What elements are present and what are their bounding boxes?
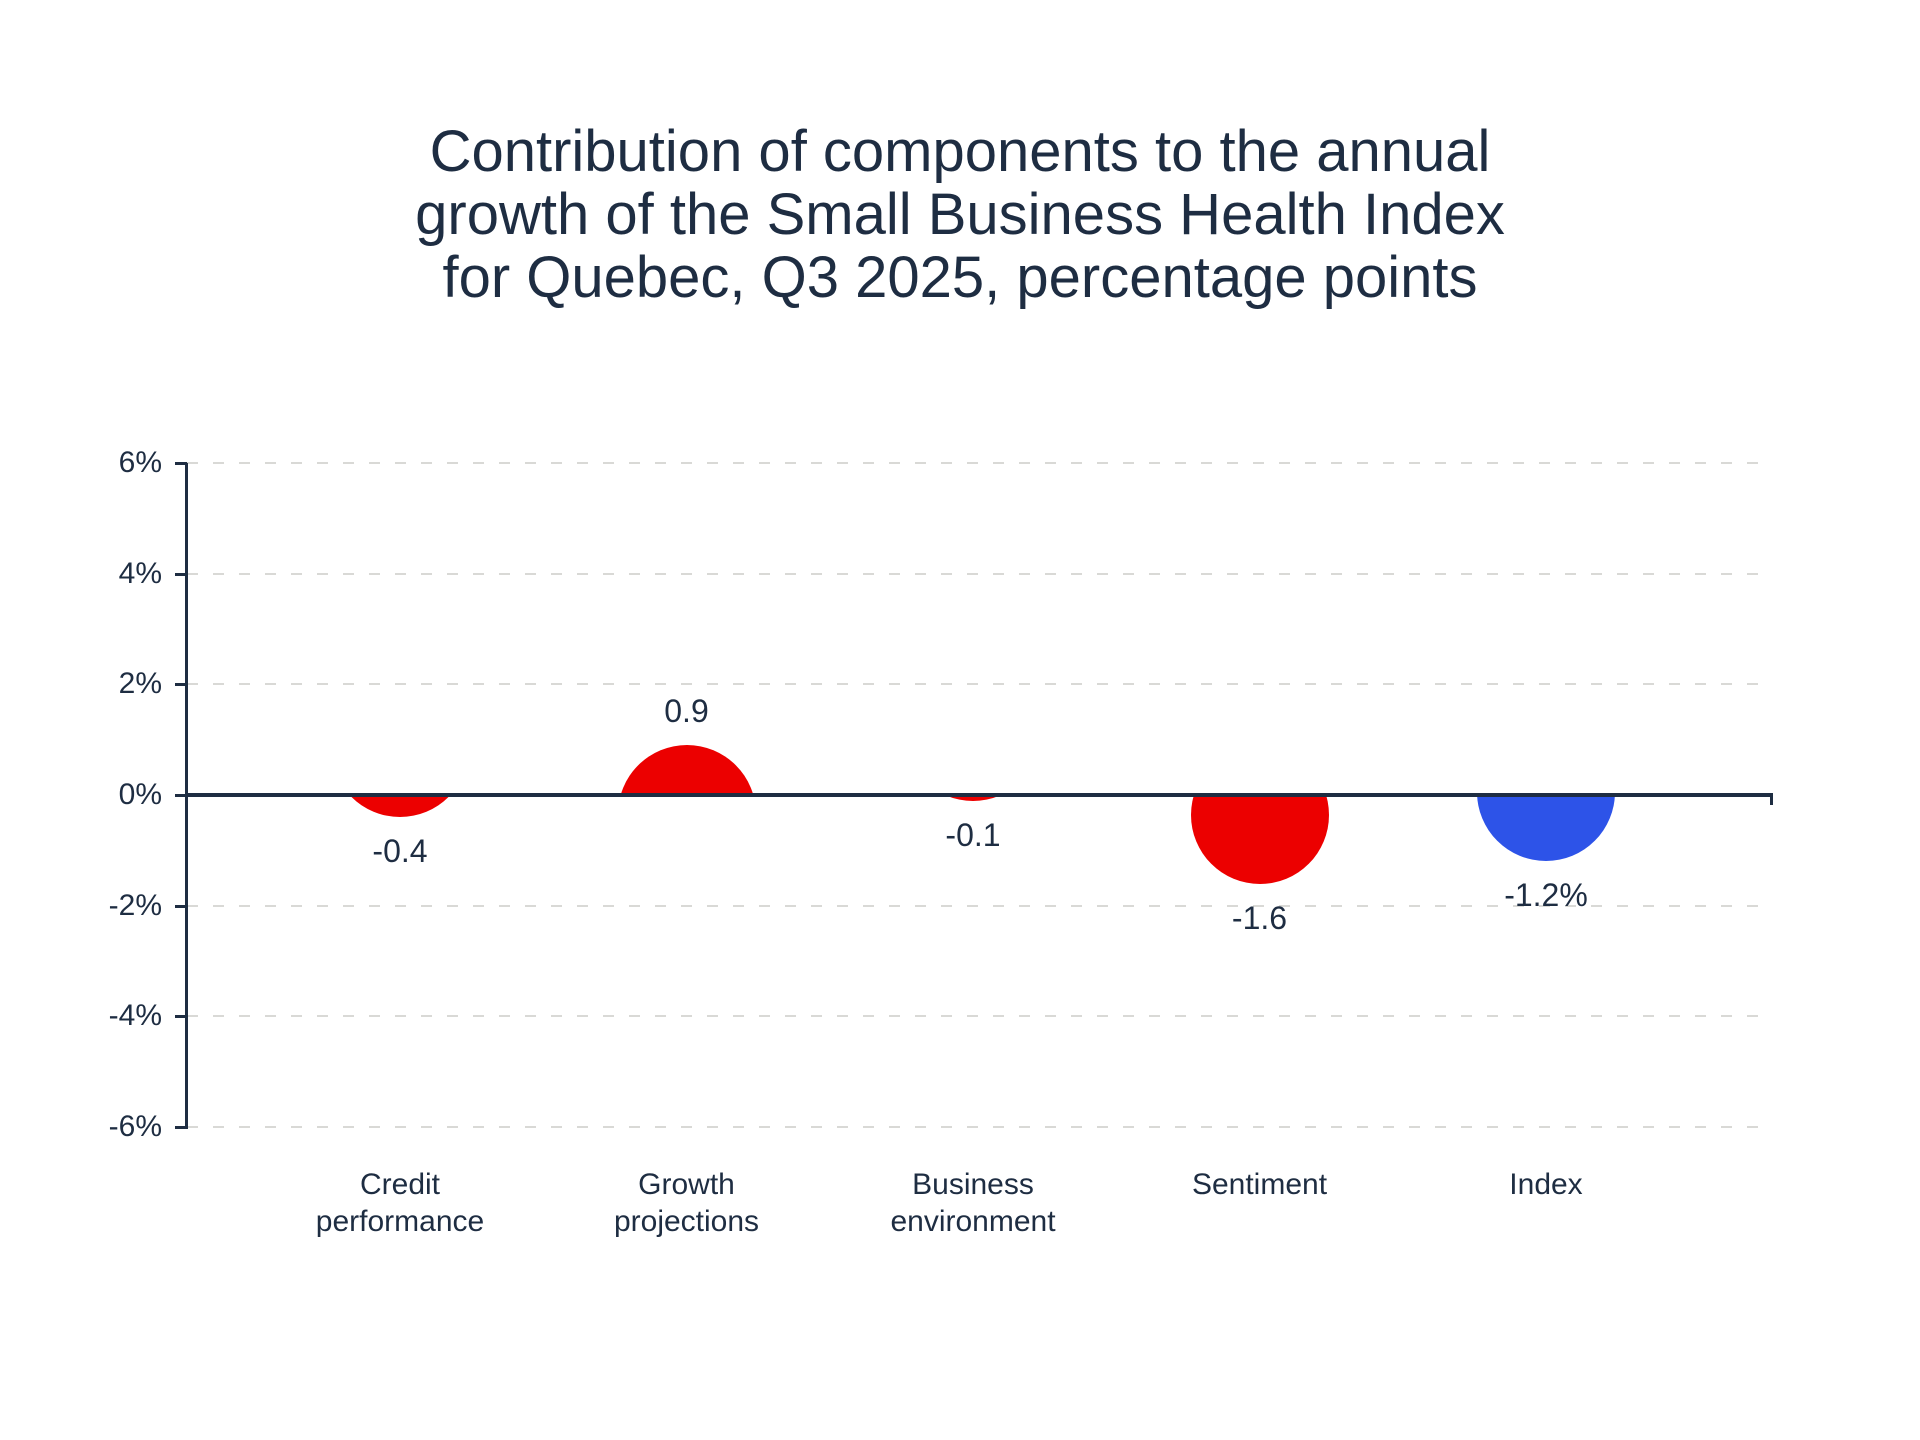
gridline-6pct bbox=[187, 462, 1773, 464]
y-tick-2pct bbox=[175, 683, 187, 687]
bubble-business-environment bbox=[904, 795, 1042, 801]
data-label-sentiment: -1.6 bbox=[1231, 899, 1288, 936]
y-tick-label--4pct: -4% bbox=[108, 999, 162, 1033]
category-label-growth-projections: Growth projections bbox=[527, 1166, 847, 1240]
zero-line bbox=[187, 793, 1773, 797]
category-label-business-environment: Business environment bbox=[813, 1166, 1133, 1240]
category-label-index-line-1: Index bbox=[1509, 1168, 1583, 1201]
zero-line-end-tick bbox=[1770, 795, 1773, 805]
chart-title: Contribution of components to the annual… bbox=[0, 120, 1920, 309]
chart-title-line-2: growth of the Small Business Health Inde… bbox=[415, 182, 1505, 247]
bubble-clip-growth-projections bbox=[617, 657, 756, 795]
gridline--4pct bbox=[187, 1015, 1773, 1018]
y-tick--2pct bbox=[175, 904, 187, 908]
category-label-credit-performance-line-2: performance bbox=[315, 1205, 485, 1238]
y-tick--4pct bbox=[175, 1015, 187, 1019]
y-tick-label--6pct: -6% bbox=[108, 1110, 162, 1143]
data-label-business-environment: -0.1 bbox=[945, 816, 1001, 853]
data-label-credit-performance: -0.4 bbox=[372, 833, 428, 870]
y-tick-label-0pct: 0% bbox=[118, 778, 162, 811]
bubble-clip-credit-performance bbox=[331, 795, 469, 933]
category-label-credit-performance-line-1: Credit bbox=[359, 1168, 441, 1201]
bubble-clip-index bbox=[1477, 795, 1615, 933]
y-tick-label-2pct: 2% bbox=[118, 667, 162, 701]
bubble-growth-projections bbox=[617, 745, 756, 795]
bubble-index bbox=[1477, 795, 1615, 862]
y-tick-0pct bbox=[175, 794, 187, 797]
bubble-clip-business-environment bbox=[904, 795, 1042, 933]
gridline-4pct bbox=[187, 572, 1773, 575]
y-tick-label--2pct: -2% bbox=[108, 888, 162, 922]
category-label-sentiment-line-1: Sentiment bbox=[1191, 1168, 1328, 1201]
category-label-sentiment: Sentiment bbox=[1100, 1166, 1420, 1203]
gridline-2pct bbox=[187, 683, 1773, 686]
bubble-credit-performance bbox=[331, 795, 469, 818]
category-label-index: Index bbox=[1386, 1166, 1706, 1203]
y-tick-6pct bbox=[175, 462, 187, 465]
gridline--6pct bbox=[187, 1126, 1773, 1128]
data-label-index: -1.2% bbox=[1504, 877, 1588, 914]
chart-title-line-1: Contribution of components to the annual bbox=[429, 119, 1491, 184]
y-tick-label-6pct: 6% bbox=[118, 446, 162, 479]
data-label-growth-projections: 0.9 bbox=[664, 693, 709, 730]
category-label-credit-performance: Credit performance bbox=[240, 1166, 560, 1240]
y-tick--6pct bbox=[175, 1126, 187, 1129]
category-label-growth-projections-line-1: Growth bbox=[638, 1168, 735, 1201]
chart-title-line-3: for Quebec, Q3 2025, percentage points bbox=[442, 245, 1478, 310]
gridline--2pct bbox=[187, 904, 1773, 907]
y-tick-label-4pct: 4% bbox=[118, 556, 162, 590]
bubble-clip-sentiment bbox=[1190, 795, 1329, 933]
category-label-business-environment-line-2: environment bbox=[890, 1205, 1056, 1238]
y-tick-4pct bbox=[175, 572, 187, 576]
category-label-business-environment-line-1: Business bbox=[912, 1168, 1034, 1201]
bubble-sentiment bbox=[1190, 795, 1329, 884]
category-label-growth-projections-line-2: projections bbox=[613, 1205, 760, 1238]
